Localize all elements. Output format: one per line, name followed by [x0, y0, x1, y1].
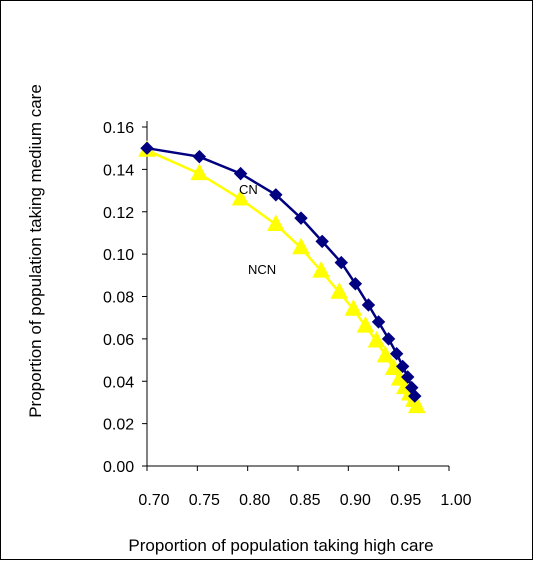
data-point-cn [315, 234, 329, 249]
y-tick-label: 0.14 [103, 162, 134, 179]
x-axis-title: Proportion of population taking high car… [128, 536, 433, 555]
data-point-ncn [190, 163, 209, 181]
data-point-ncn [231, 188, 250, 206]
x-tick-label: 1.00 [440, 492, 471, 509]
data-point-ncn [292, 237, 310, 255]
ticks: 0.00 0.02 0.04 0.06 0.08 0.10 0.12 0.14 0.16 0.70… [103, 120, 472, 509]
y-tick-label: 0.10 [103, 247, 134, 264]
data-point-ncn [344, 299, 363, 316]
x-tick-label: 0.95 [390, 492, 421, 509]
y-tick-label: 0.00 [103, 459, 134, 476]
data-point-ncn [376, 345, 395, 363]
axes [146, 121, 449, 467]
data-point-cn [269, 188, 283, 202]
x-tick-label: 0.70 [138, 492, 169, 509]
y-tick-label: 0.08 [103, 290, 134, 307]
data-point-ncn [267, 214, 285, 231]
data-point-ncn [407, 396, 426, 414]
data-point-cn [408, 389, 422, 403]
data-point-cn [140, 141, 154, 155]
y-tick-label: 0.04 [103, 374, 134, 391]
data-point-cn [401, 370, 415, 384]
data-point-cn [348, 277, 363, 291]
y-tick-label: 0.02 [103, 417, 134, 434]
y-tick-label: 0.12 [103, 205, 134, 222]
data-point-cn [233, 166, 248, 181]
series-line-cn [146, 146, 416, 397]
x-tick-label: 0.80 [239, 492, 270, 509]
y-tick-label: 0.06 [103, 332, 134, 349]
data-point-cn [334, 255, 348, 270]
x-tick-label: 0.85 [289, 492, 320, 509]
series-layer [138, 140, 426, 414]
data-point-cn [381, 332, 396, 346]
data-point-ncn [312, 261, 330, 278]
data-point-cn [389, 346, 404, 361]
data-point-ncn [356, 316, 375, 333]
series-label-ncn: NCN [248, 262, 276, 277]
y-tick-label: 0.16 [103, 120, 134, 137]
data-point-cn [294, 211, 308, 225]
data-point-cn [361, 298, 376, 312]
data-point-ncn [367, 330, 386, 348]
x-tick-label: 0.75 [189, 492, 220, 509]
data-point-cn [395, 359, 410, 374]
y-axis-title: Proportion of population taking medium c… [26, 84, 45, 418]
data-point-ncn [330, 282, 349, 299]
data-point-cn [371, 315, 386, 329]
series-line-ncn [146, 149, 418, 408]
series-label-cn: CN [239, 182, 258, 197]
x-tick-label: 0.90 [340, 492, 371, 509]
data-point-cn [192, 149, 207, 164]
